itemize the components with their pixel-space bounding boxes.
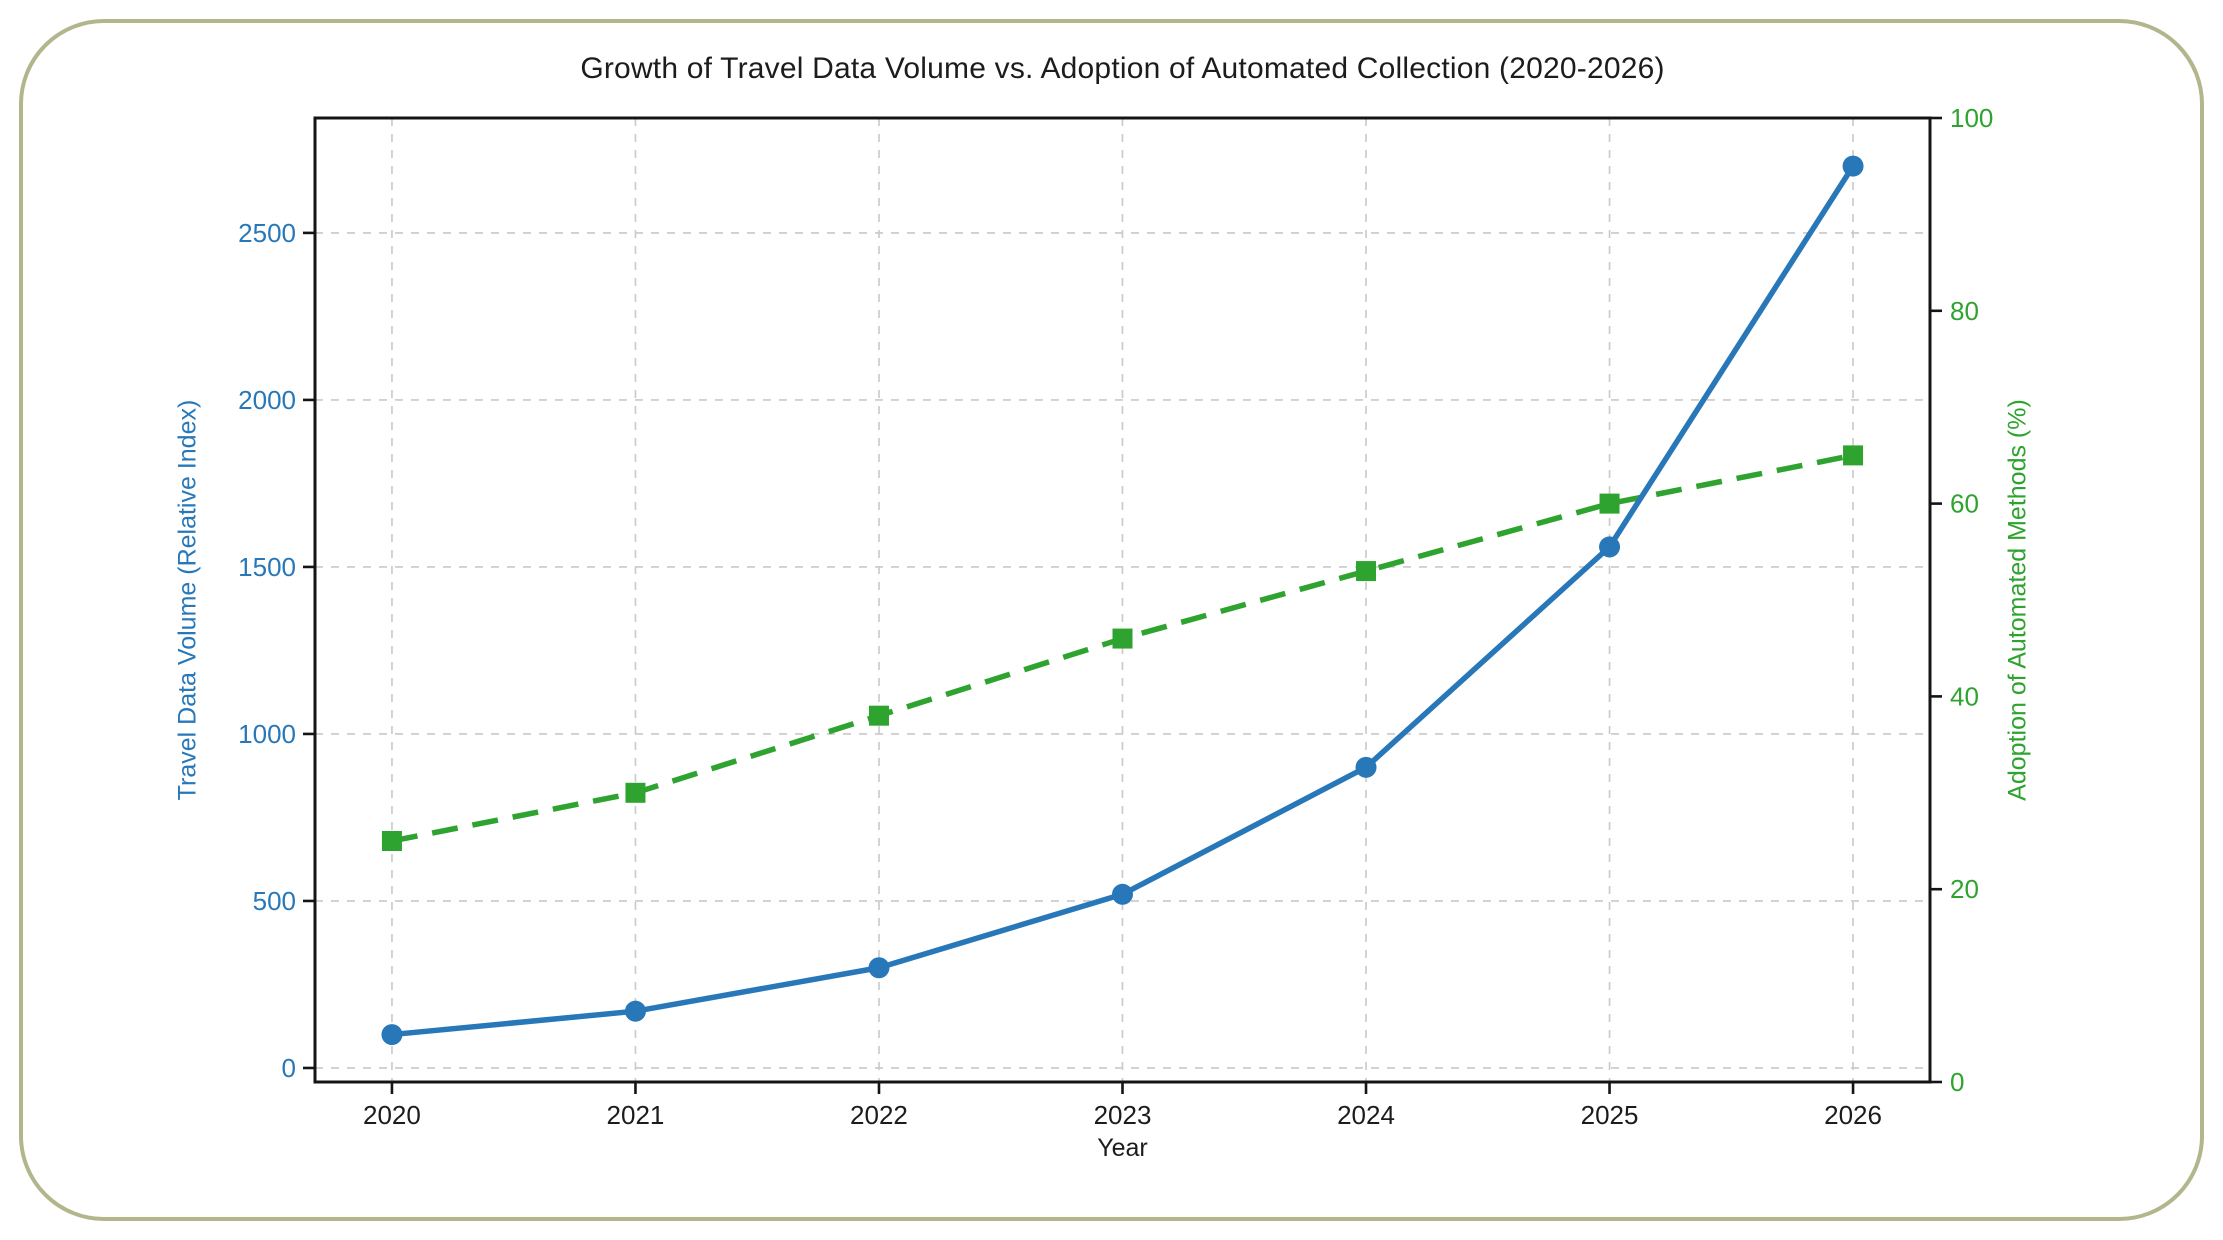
adoption-series-marker	[1599, 493, 1620, 514]
x-tick-label: 2023	[1094, 1100, 1152, 1130]
x-tick-label: 2020	[363, 1100, 421, 1130]
volume-series-marker	[1842, 155, 1864, 177]
right-tick-label: 60	[1950, 489, 1979, 519]
volume-series-marker	[381, 1024, 403, 1046]
left-y-axis-label: Travel Data Volume (Relative Index)	[173, 399, 202, 801]
adoption-series-marker	[1112, 628, 1133, 649]
left-tick-label: 0	[282, 1053, 296, 1083]
right-tick-label: 100	[1950, 103, 1993, 133]
adoption-series-marker	[868, 705, 889, 726]
adoption-series-marker	[1356, 561, 1377, 582]
adoption-series-marker	[1843, 445, 1864, 466]
left-tick-label: 1500	[238, 552, 296, 582]
adoption-series	[381, 445, 1864, 851]
left-tick-label: 2500	[238, 218, 296, 248]
gridlines	[315, 118, 1930, 1082]
right-tick-label: 20	[1950, 874, 1979, 904]
volume-series	[381, 155, 1864, 1046]
volume-series-marker	[1599, 536, 1621, 558]
x-tick-labels: 2020 2021 2022 2023 2024 2025 2026	[363, 1100, 1882, 1130]
chart-title: Growth of Travel Data Volume vs. Adoptio…	[580, 52, 1665, 85]
left-tick-label: 1000	[238, 719, 296, 749]
x-tick-label: 2022	[850, 1100, 908, 1130]
axis-tick-marks	[303, 116, 1942, 1094]
right-tick-labels: 0 20 40 60 80 100	[1950, 103, 1993, 1097]
data-series	[381, 155, 1864, 1046]
right-tick-label: 80	[1950, 296, 1979, 326]
x-tick-label: 2024	[1337, 1100, 1395, 1130]
left-tick-labels: 0 500 1000 1500 2000 2500	[238, 218, 296, 1083]
volume-series-marker	[1355, 756, 1377, 778]
left-tick-label: 500	[253, 886, 296, 916]
x-tick-label: 2025	[1581, 1100, 1639, 1130]
adoption-series-marker	[381, 831, 402, 851]
volume-series-marker	[1112, 883, 1133, 905]
left-tick-label: 2000	[238, 385, 296, 415]
x-tick-label: 2021	[607, 1100, 665, 1130]
right-tick-label: 40	[1950, 681, 1979, 711]
volume-series-marker	[868, 957, 890, 979]
x-axis-label: Year	[1097, 1134, 1148, 1162]
adoption-series-marker	[625, 782, 646, 803]
volume-series-marker	[624, 1000, 646, 1022]
right-y-axis-label: Adoption of Automated Methods (%)	[2003, 399, 2032, 801]
x-tick-label: 2026	[1824, 1100, 1882, 1130]
right-tick-label: 0	[1950, 1067, 1964, 1097]
